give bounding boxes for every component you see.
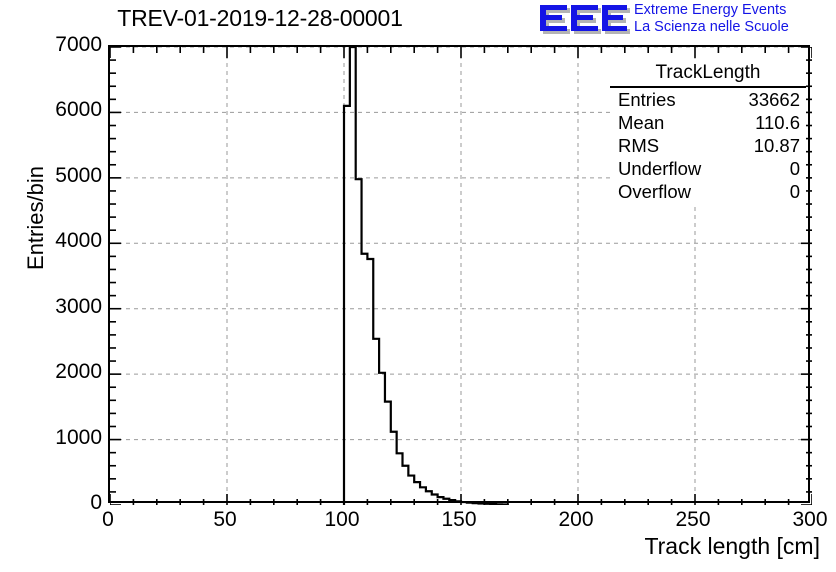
stats-row-name: Underflow <box>618 158 702 179</box>
stats-box-title: TrackLength <box>610 62 806 88</box>
x-tick-label: 300 <box>792 508 828 531</box>
stats-row: Entries 33662 <box>610 88 806 111</box>
y-axis-tick-labels: 0 1000 2000 3000 4000 5000 6000 7000 <box>8 33 102 514</box>
stats-box-rows: Entries 33662 Mean 110.6 RMS 10.87 Underflow 0 O… <box>610 88 806 203</box>
eee-logo-line2: La Scienza nelle Scuole <box>634 19 789 35</box>
x-tick-label: 100 <box>324 508 360 531</box>
stats-row: RMS 10.87 <box>610 134 806 157</box>
stats-row-name: Mean <box>618 112 665 133</box>
stats-row-value: 110.6 <box>755 112 800 133</box>
x-tick-label: 150 <box>441 508 477 531</box>
x-axis-tick-labels: 0 50 100 150 200 250 300 <box>102 508 827 536</box>
stats-row-name: RMS <box>618 135 660 156</box>
x-tick-label: 50 <box>213 508 237 531</box>
stats-row: Mean 110.6 <box>610 111 806 134</box>
y-tick-label: 7000 <box>55 33 102 56</box>
y-tick-label: 2000 <box>55 360 102 384</box>
stats-row-value: 10.87 <box>753 135 800 156</box>
eee-mark-icon <box>540 5 630 34</box>
eee-logo: Extreme Energy Events La Scienza nelle S… <box>538 2 834 38</box>
histogram-step-curve <box>342 47 509 505</box>
stats-row-value: 33662 <box>748 89 800 110</box>
eee-logo-line1: Extreme Energy Events <box>634 2 787 18</box>
y-tick-label: 5000 <box>55 163 102 187</box>
y-tick-label: 4000 <box>55 229 102 253</box>
stats-row: Overflow 0 <box>610 180 806 203</box>
stats-box: TrackLength Entries 33662 Mean 110.6 RMS 10.8… <box>610 62 806 203</box>
page-title: TREV-01-2019-12-28-00001 <box>117 5 403 31</box>
axis-ticks <box>110 47 812 505</box>
x-axis-title: Track length [cm] <box>644 533 820 559</box>
stats-row: Underflow 0 <box>610 157 806 180</box>
stats-row-name: Overflow <box>618 181 691 202</box>
x-tick-label: 0 <box>102 508 114 531</box>
y-tick-label: 0 <box>90 491 102 514</box>
y-tick-label: 6000 <box>55 98 102 122</box>
x-tick-label: 200 <box>558 508 594 531</box>
stats-row-value: 0 <box>789 158 800 179</box>
x-tick-label: 250 <box>675 508 711 531</box>
stats-row-name: Entries <box>618 89 676 110</box>
eee-logo-text: Extreme Energy Events La Scienza nelle S… <box>634 2 834 36</box>
y-tick-label: 1000 <box>55 425 102 449</box>
stats-row-value: 0 <box>789 181 800 202</box>
y-tick-label: 3000 <box>55 294 102 318</box>
